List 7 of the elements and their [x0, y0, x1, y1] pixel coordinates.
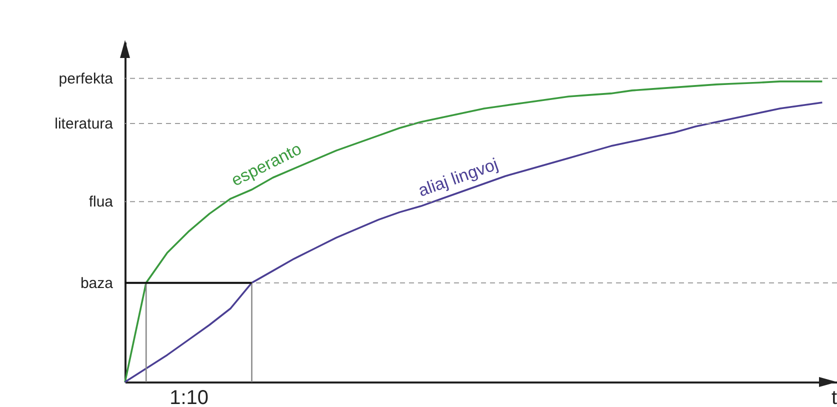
ref-line-label: flua: [88, 194, 114, 211]
ref-line-label: perfekta: [58, 70, 114, 88]
text: aliaj lingvoj: [416, 154, 501, 200]
text: 1:10: [170, 387, 209, 407]
ref-line-label: literatura: [54, 116, 114, 133]
ref-line-label: baza: [80, 274, 114, 292]
x-axis-title: t: [831, 387, 837, 407]
